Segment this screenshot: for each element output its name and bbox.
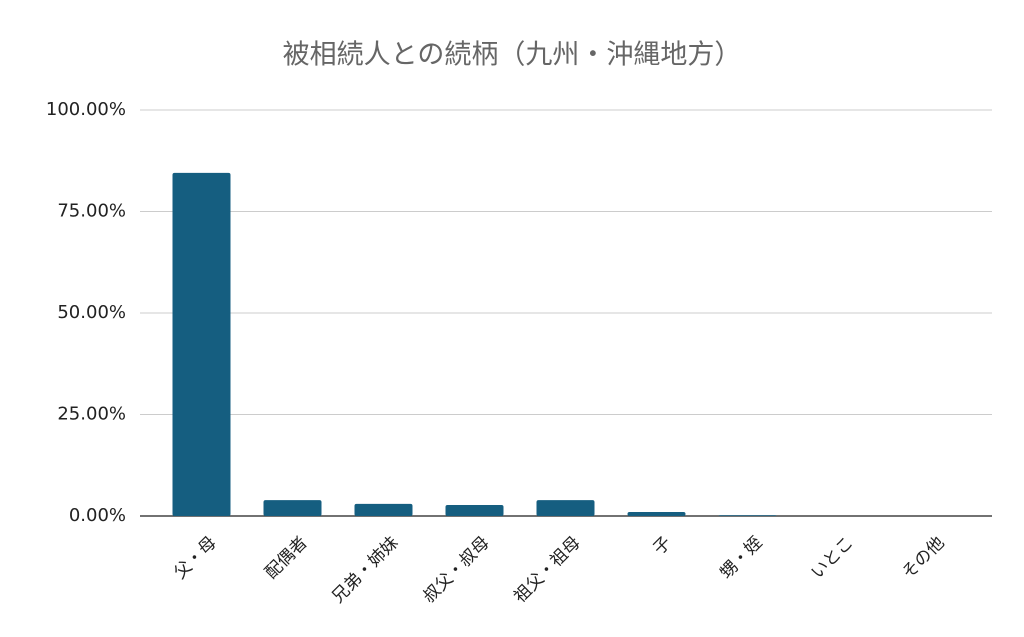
bar [354, 503, 413, 516]
bar [718, 515, 777, 516]
y-tick-label: 75.00% [57, 201, 126, 222]
chart-title: 被相続人との続柄（九州・沖縄地方） [283, 40, 742, 71]
x-tick-label: 父・母 [170, 533, 220, 583]
bar [263, 500, 322, 516]
x-tick-label: 配偶者 [261, 533, 311, 583]
bar [445, 505, 504, 516]
bar [172, 172, 231, 516]
y-tick-label: 100.00% [46, 99, 126, 120]
y-tick-label: 0.00% [69, 505, 126, 526]
y-tick-label: 50.00% [57, 302, 126, 323]
x-tick-label: 祖父・祖母 [510, 533, 584, 607]
x-tick-label: 兄弟・姉妹 [328, 533, 402, 607]
x-tick-label: いとこ [807, 533, 857, 583]
y-tick-label: 25.00% [57, 404, 126, 425]
x-tick-label: 叔父・叔母 [419, 533, 493, 607]
bar [627, 511, 686, 516]
x-tick-label: 子 [649, 533, 675, 559]
x-tick-label: その他 [898, 533, 948, 583]
x-tick-label: 甥・姪 [716, 533, 766, 583]
bar [536, 500, 595, 516]
